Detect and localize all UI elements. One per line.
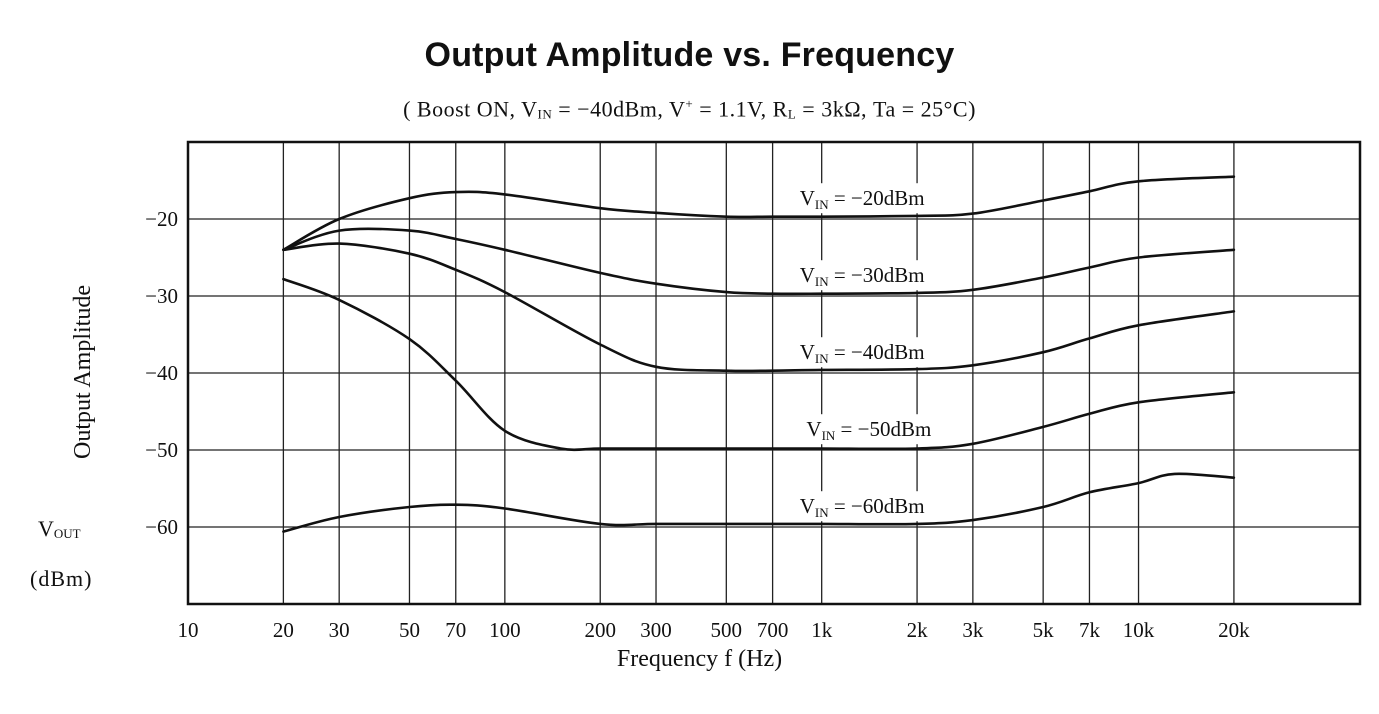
- series-line-1: [282, 227, 1236, 296]
- x-tick-label-11: 2k: [907, 618, 929, 642]
- series-label-bg-3: [802, 414, 936, 445]
- series-label-bg-0: [795, 183, 929, 214]
- plot-frame: [186, 140, 1362, 606]
- series-label-value-1: = −30dBm: [829, 263, 925, 287]
- series-label-v-0: V: [800, 186, 815, 210]
- series-label-v-4: V: [800, 494, 815, 518]
- x-tick-label-15: 10k: [1123, 618, 1155, 642]
- y-tick-label-2: −40: [145, 361, 178, 385]
- series-label-sub-3: IN: [822, 428, 836, 443]
- chart-title: Output Amplitude vs. Frequency: [424, 36, 955, 74]
- chart-subtitle: ( Boost ON, VIN = −40dBm, V+ = 1.1V, RL …: [0, 96, 1379, 122]
- y-tick-label-1: −30: [145, 284, 178, 308]
- subtitle-mid1: = −40dBm, V: [552, 96, 686, 122]
- x-tick-label-0: 10: [178, 618, 199, 642]
- x-tick-label-9: 700: [757, 618, 789, 642]
- x-tick-label-16: 20k: [1218, 618, 1250, 642]
- y-tick-label-4: −60: [145, 515, 178, 539]
- x-tick-label-3: 50: [399, 618, 420, 642]
- subtitle-sup-plus: +: [685, 96, 694, 111]
- series-label-value-2: = −40dBm: [829, 340, 925, 364]
- x-tick-label-10: 1k: [811, 618, 833, 642]
- series-label-value-3: = −50dBm: [835, 417, 931, 441]
- series-label-v-1: V: [800, 263, 815, 287]
- x-tick-label-2: 30: [329, 618, 350, 642]
- series-label-0: VIN = −20dBm: [800, 186, 925, 212]
- y-unit: (dBm): [30, 566, 93, 591]
- series-line-2: [282, 242, 1236, 373]
- subtitle-mid3: = 3kΩ, Ta = 25°C): [796, 96, 976, 122]
- series-label-sub-4: IN: [815, 505, 829, 520]
- series-label-1: VIN = −30dBm: [800, 263, 925, 289]
- x-tick-label-6: 200: [584, 618, 616, 642]
- series-label-v-3: V: [806, 417, 821, 441]
- y-unit-sub: OUT: [53, 526, 81, 541]
- series-label-value-0: = −20dBm: [829, 186, 925, 210]
- series-label-value-4: = −60dBm: [829, 494, 925, 518]
- subtitle-sub-l: L: [787, 106, 797, 122]
- y-tick-labels: −20 −30 −40 −50 −60: [145, 207, 178, 539]
- x-tick-labels: 10 20 30 50 70 100 200 300 500 700 1k 2k 3k 5k 7k 10k 20…: [178, 618, 1251, 642]
- series-label-sub-0: IN: [815, 197, 829, 212]
- x-tick-label-7: 300: [640, 618, 672, 642]
- series-line-3: [282, 277, 1236, 452]
- series-line-4: [282, 472, 1236, 533]
- subtitle-sub-in: IN: [537, 106, 553, 122]
- subtitle-prefix: ( Boost ON, V: [403, 96, 538, 122]
- series-label-bg-2: [795, 337, 929, 368]
- series-label-3: VIN = −50dBm: [806, 417, 931, 443]
- series-lines: [282, 175, 1236, 533]
- series-label-2: VIN = −40dBm: [800, 340, 925, 366]
- series-label-sub-2: IN: [815, 351, 829, 366]
- y-tick-label-3: −50: [145, 438, 178, 462]
- series-line-0: [282, 175, 1236, 252]
- x-tick-label-5: 100: [489, 618, 521, 642]
- series-label-v-2: V: [800, 340, 815, 364]
- subtitle-mid2: = 1.1V, R: [693, 96, 788, 122]
- x-tick-label-14: 7k: [1079, 618, 1101, 642]
- x-axis-label: Frequency f (Hz): [616, 646, 783, 672]
- series-label-4: VIN = −60dBm: [800, 494, 925, 520]
- x-tick-label-4: 70: [445, 618, 466, 642]
- x-tick-label-1: 20: [273, 618, 294, 642]
- x-tick-label-12: 3k: [962, 618, 984, 642]
- series-label-sub-1: IN: [815, 274, 829, 289]
- series-label-bg-1: [795, 260, 929, 291]
- x-tick-label-8: 500: [711, 618, 743, 642]
- y-unit-v: V: [38, 516, 54, 541]
- series-label-bg-4: [795, 491, 929, 522]
- x-tick-label-13: 5k: [1033, 618, 1055, 642]
- y-unit-symbol: VOUT: [38, 516, 81, 542]
- y-tick-label-0: −20: [145, 207, 178, 231]
